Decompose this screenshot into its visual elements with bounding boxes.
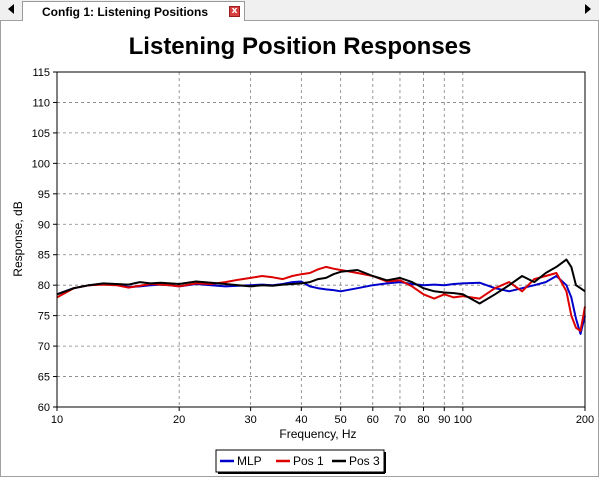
y-tick-label: 80 (38, 280, 50, 292)
chart-panel: Listening Position Responses 60 65 70 75 80 8… (0, 21, 599, 477)
x-tick-label: 30 (245, 414, 257, 426)
x-tick-label: 20 (173, 414, 185, 426)
legend-label: MLP (237, 454, 262, 468)
y-tick-label: 60 (38, 402, 50, 414)
legend-label: Pos 1 (293, 454, 324, 468)
series-layer (56, 258, 586, 335)
chart-title: Listening Position Responses (129, 33, 472, 60)
series-line-pos-1 (56, 265, 586, 332)
y-tick-label: 95 (38, 189, 50, 201)
y-tick-label: 100 (32, 158, 50, 170)
y-axis: 60 65 70 75 80 85 90 95 100 105 110 115 (32, 67, 57, 414)
x-tick-label: 200 (576, 414, 594, 426)
legend: MLP Pos 1 Pos 3 (215, 449, 386, 474)
tab-config-1[interactable]: Config 1: Listening Positions x (22, 1, 245, 21)
scroll-right-arrow-icon[interactable] (585, 4, 591, 14)
x-axis-label: Frequency, Hz (279, 427, 356, 441)
x-tick-label: 60 (367, 414, 379, 426)
series-line-mlp (56, 275, 586, 335)
x-tick-label: 80 (417, 414, 429, 426)
y-tick-label: 65 (38, 372, 50, 384)
x-tick-label: 90 (438, 414, 450, 426)
y-tick-label: 105 (32, 128, 50, 140)
y-tick-label: 85 (38, 250, 50, 262)
response-chart: Listening Position Responses 60 65 70 75 80 8… (11, 33, 594, 474)
scroll-left-arrow-icon[interactable] (8, 4, 14, 14)
plot-border (56, 71, 586, 408)
grid (57, 72, 585, 407)
x-tick-label: 70 (394, 414, 406, 426)
close-icon[interactable]: x (229, 6, 240, 17)
y-tick-label: 70 (38, 341, 50, 353)
y-tick-label: 110 (32, 97, 50, 109)
x-tick-label: 40 (295, 414, 307, 426)
x-tick-label: 50 (335, 414, 347, 426)
x-tick-label: 100 (454, 414, 472, 426)
y-axis-label: Response, dB (11, 201, 25, 276)
x-tick-label: 10 (51, 414, 63, 426)
y-tick-label: 115 (32, 67, 50, 79)
y-tick-label: 90 (38, 219, 50, 231)
legend-label: Pos 3 (349, 454, 380, 468)
x-axis: 10 20 30 40 50 60 70 80 90 100 200 (51, 407, 594, 426)
tab-strip: Config 1: Listening Positions x (0, 0, 599, 21)
series-line-pos-3 (56, 258, 586, 305)
tab-title: Config 1: Listening Positions (42, 5, 208, 19)
y-tick-label: 75 (38, 311, 50, 323)
